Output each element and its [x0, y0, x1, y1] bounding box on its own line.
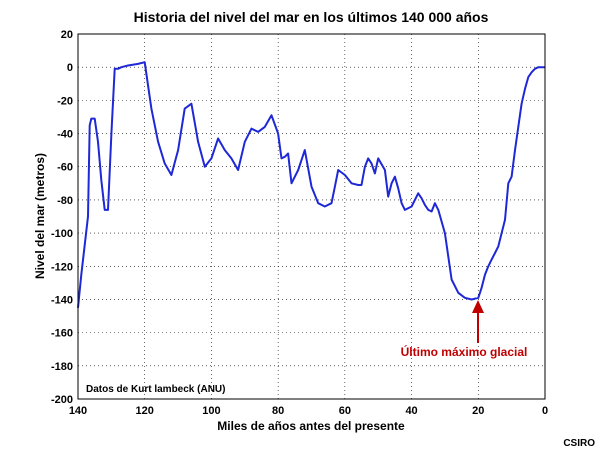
y-tick-label: 0	[67, 62, 73, 74]
x-axis-label: Miles de años antes del presente	[217, 419, 405, 433]
csiro-credit: CSIRO	[563, 438, 595, 449]
y-tick-label: -100	[51, 228, 73, 240]
y-tick-label: -160	[51, 328, 73, 340]
x-tick-label: 0	[542, 405, 548, 417]
y-tick-labels: 20 0 -20 -40 -60 -80 -100 -120 -140 -160 -180 -200	[51, 29, 73, 406]
x-tick-label: 60	[339, 405, 351, 417]
annotation-ultimo-maximo-glacial: Último máximo glacial	[401, 344, 528, 359]
y-tick-label: -20	[57, 95, 73, 107]
y-tick-label: -40	[57, 129, 73, 141]
y-tick-label: -120	[51, 261, 73, 273]
data-source-note: Datos de Kurt lambeck (ANU)	[86, 384, 225, 395]
sea-level-series-line	[77, 61, 545, 308]
chart-title: Historia del nivel del mar en los último…	[134, 9, 489, 25]
x-tick-label: 80	[272, 405, 284, 417]
x-tick-labels: 140 120 100 80 60 40 20 0	[69, 405, 548, 417]
y-tick-label: -140	[51, 294, 73, 306]
plot-frame	[77, 33, 546, 400]
x-tick-label: 140	[69, 405, 87, 417]
y-axis-label: Nivel del mar (metros)	[33, 153, 47, 279]
y-tick-label: -180	[51, 361, 73, 373]
annotation-arrow-head	[472, 300, 484, 313]
x-tick-label: 40	[405, 405, 417, 417]
y-tick-label: 20	[61, 29, 73, 41]
y-tick-label: -80	[57, 195, 73, 207]
x-tick-label: 100	[202, 405, 220, 417]
y-tick-label: -60	[57, 162, 73, 174]
y-tick-label: -200	[51, 394, 73, 406]
x-tick-label: 120	[136, 405, 154, 417]
x-tick-label: 20	[472, 405, 484, 417]
